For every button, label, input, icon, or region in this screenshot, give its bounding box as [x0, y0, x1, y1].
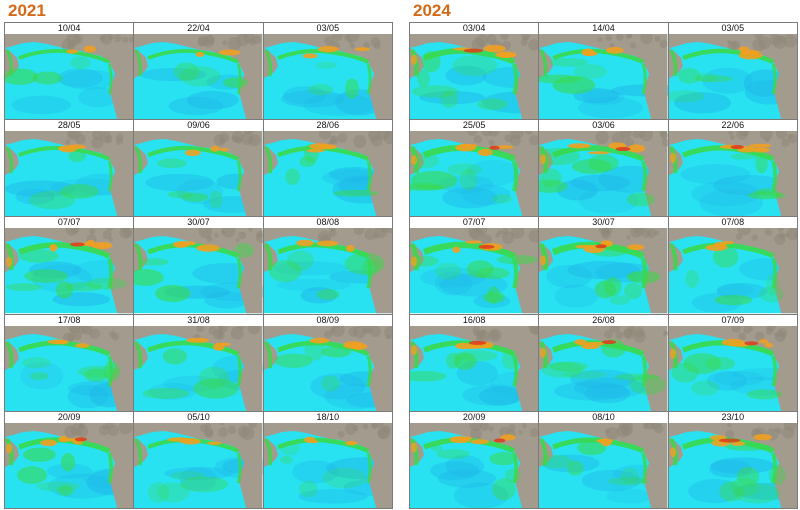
tile-date-label: 20/09 — [410, 411, 539, 423]
tile-date-label: 20/09 — [5, 411, 134, 423]
year-title-2021: 2021 — [8, 1, 46, 20]
tile-date-label: 07/09 — [668, 314, 797, 326]
map-tile: 28/05 — [5, 120, 134, 217]
map-tile: 30/07 — [539, 217, 668, 314]
map-tile: 26/08 — [539, 314, 668, 411]
map-tile: 05/10 — [134, 411, 263, 508]
map-tile: 03/05 — [668, 23, 797, 120]
map-tile: 28/06 — [263, 120, 392, 217]
tile-date-label: 03/05 — [263, 23, 392, 34]
map-tile: 16/08 — [410, 314, 539, 411]
year-title-2024: 2024 — [413, 1, 451, 20]
tile-date-label: 22/06 — [668, 120, 797, 132]
tile-date-label: 28/05 — [5, 120, 134, 132]
map-tile: 31/08 — [134, 314, 263, 411]
map-tile: 08/08 — [263, 217, 392, 314]
tile-date-label: 30/07 — [539, 217, 668, 229]
map-tile: 25/05 — [410, 120, 539, 217]
tile-date-label: 09/06 — [134, 120, 263, 132]
map-tile: 07/08 — [668, 217, 797, 314]
map-tile: 23/10 — [668, 411, 797, 508]
tile-date-label: 03/04 — [410, 23, 539, 34]
tile-date-label: 30/07 — [134, 217, 263, 229]
tile-date-label: 07/07 — [410, 217, 539, 229]
tile-date-label: 25/05 — [410, 120, 539, 132]
map-tile: 18/10 — [263, 411, 392, 508]
tile-date-label: 08/09 — [263, 314, 392, 326]
map-tile: 22/06 — [668, 120, 797, 217]
tile-date-label: 17/08 — [5, 314, 134, 326]
tile-date-label: 23/10 — [668, 411, 797, 423]
panel-grid-2021: 10/04 22/04 03/05 28/05 09/06 28/06 07/07 30/07… — [4, 22, 393, 509]
map-tile: 17/08 — [5, 314, 134, 411]
map-tile: 20/09 — [410, 411, 539, 508]
tile-date-label: 31/08 — [134, 314, 263, 326]
map-tile: 30/07 — [134, 217, 263, 314]
tile-date-label: 16/08 — [410, 314, 539, 326]
map-tile: 08/10 — [539, 411, 668, 508]
map-tile: 09/06 — [134, 120, 263, 217]
map-tile: 20/09 — [5, 411, 134, 508]
map-tile: 03/05 — [263, 23, 392, 120]
map-tile: 03/04 — [410, 23, 539, 120]
tile-date-label: 14/04 — [539, 23, 668, 34]
map-tile: 07/07 — [410, 217, 539, 314]
panel-grid-2024: 03/04 14/04 03/05 25/05 03/06 22/06 07/07 30/07… — [409, 22, 798, 509]
tile-date-label: 05/10 — [134, 411, 263, 423]
map-tile: 07/09 — [668, 314, 797, 411]
tile-date-label: 03/06 — [539, 120, 668, 132]
tile-date-label: 28/06 — [263, 120, 392, 132]
tile-date-label: 18/10 — [263, 411, 392, 423]
map-tile: 14/04 — [539, 23, 668, 120]
tile-date-label: 08/08 — [263, 217, 392, 229]
map-tile: 22/04 — [134, 23, 263, 120]
tile-date-label: 03/05 — [668, 23, 797, 34]
map-tile: 03/06 — [539, 120, 668, 217]
tile-date-label: 22/04 — [134, 23, 263, 34]
tile-date-label: 26/08 — [539, 314, 668, 326]
map-tile: 08/09 — [263, 314, 392, 411]
map-tile: 07/07 — [5, 217, 134, 314]
tile-date-label: 07/07 — [5, 217, 134, 229]
map-tile: 10/04 — [5, 23, 134, 120]
tile-date-label: 08/10 — [539, 411, 668, 423]
tile-date-label: 07/08 — [668, 217, 797, 229]
tile-date-label: 10/04 — [5, 23, 134, 34]
